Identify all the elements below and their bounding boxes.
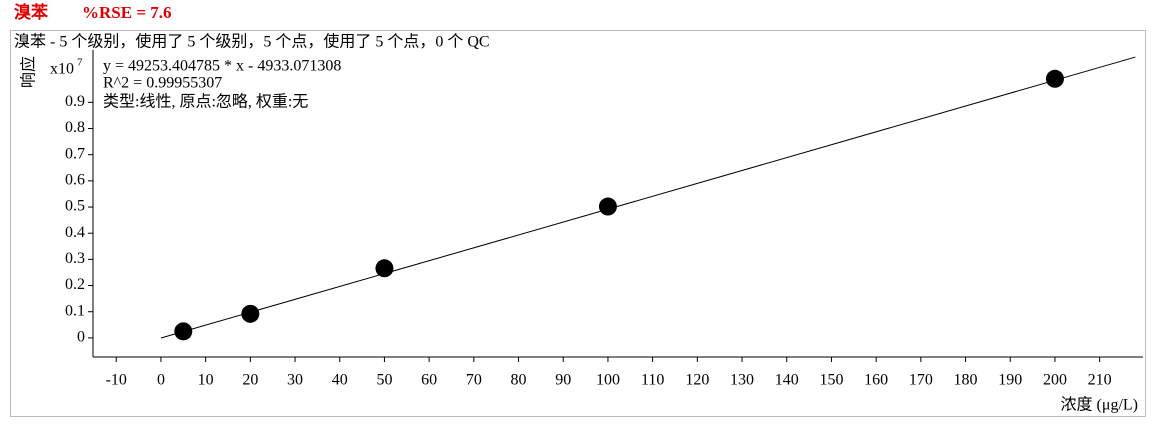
x-tick-label: 90	[555, 372, 571, 389]
x-tick-label: 180	[954, 372, 978, 389]
y-tick-label: 0.1	[65, 302, 85, 319]
calibration-point	[598, 197, 617, 216]
x-tick-label: 50	[376, 372, 392, 389]
x-tick-label: 70	[466, 372, 482, 389]
y-tick-label: 0.6	[65, 172, 85, 189]
y-exponent: 7	[77, 57, 83, 69]
equation: y = 49253.404785 * x - 4933.071308	[103, 58, 341, 75]
caption: 溴苯 - 5 个级别，使用了 5 个级别，5 个点，使用了 5 个点，0 个 Q…	[14, 33, 490, 51]
y-tick-label: 0.4	[65, 224, 85, 241]
x-tick-label: 150	[819, 372, 843, 389]
y-tick-label: 0.9	[65, 93, 85, 110]
fit-type: 类型:线性, 原点:忽略, 权重:无	[103, 93, 308, 111]
y-tick-label: 0.3	[65, 250, 85, 267]
rse: %RSE = 7.6	[82, 3, 172, 22]
calibration-point	[375, 259, 394, 278]
x-axis-label: 浓度 (μg/L)	[1061, 396, 1138, 414]
x-tick-label: 140	[775, 372, 799, 389]
fit-line	[160, 56, 1136, 339]
x-tick-label: 100	[596, 372, 620, 389]
x-tick-label: 110	[641, 372, 664, 389]
x-tick-label: 200	[1043, 372, 1067, 389]
calibration-point	[1045, 69, 1064, 88]
x-tick-label: 30	[287, 372, 303, 389]
y-tick-label: 0.7	[65, 145, 85, 162]
x-tick-label: 190	[998, 372, 1022, 389]
x-tick-label: 170	[909, 372, 933, 389]
x-tick-label: 210	[1088, 372, 1112, 389]
x-tick-label: 20	[242, 372, 258, 389]
calibration-point	[174, 322, 193, 341]
chart-frame	[10, 30, 1146, 417]
y-axis-label: 响应	[19, 56, 38, 88]
x-tick-label: 60	[421, 372, 437, 389]
x-tick-label: 120	[685, 372, 709, 389]
calibration-point	[241, 304, 260, 323]
r-squared: R^2 = 0.99955307	[103, 75, 222, 92]
x-tick-label: -10	[106, 372, 127, 389]
y-tick-label: 0.2	[65, 276, 85, 293]
x-tick-label: 40	[332, 372, 348, 389]
x-tick-label: 10	[198, 372, 214, 389]
y-tick-label: 0.5	[65, 198, 85, 215]
y-tick-label: 0	[77, 329, 85, 346]
x-tick-label: 130	[730, 372, 754, 389]
y-tick-label: 0.8	[65, 119, 85, 136]
y-multiplier: x10	[50, 61, 74, 78]
x-tick-label: 160	[864, 372, 888, 389]
x-tick-label: 0	[157, 372, 165, 389]
compound-name: 溴苯	[14, 2, 48, 22]
x-tick-label: 80	[511, 372, 527, 389]
